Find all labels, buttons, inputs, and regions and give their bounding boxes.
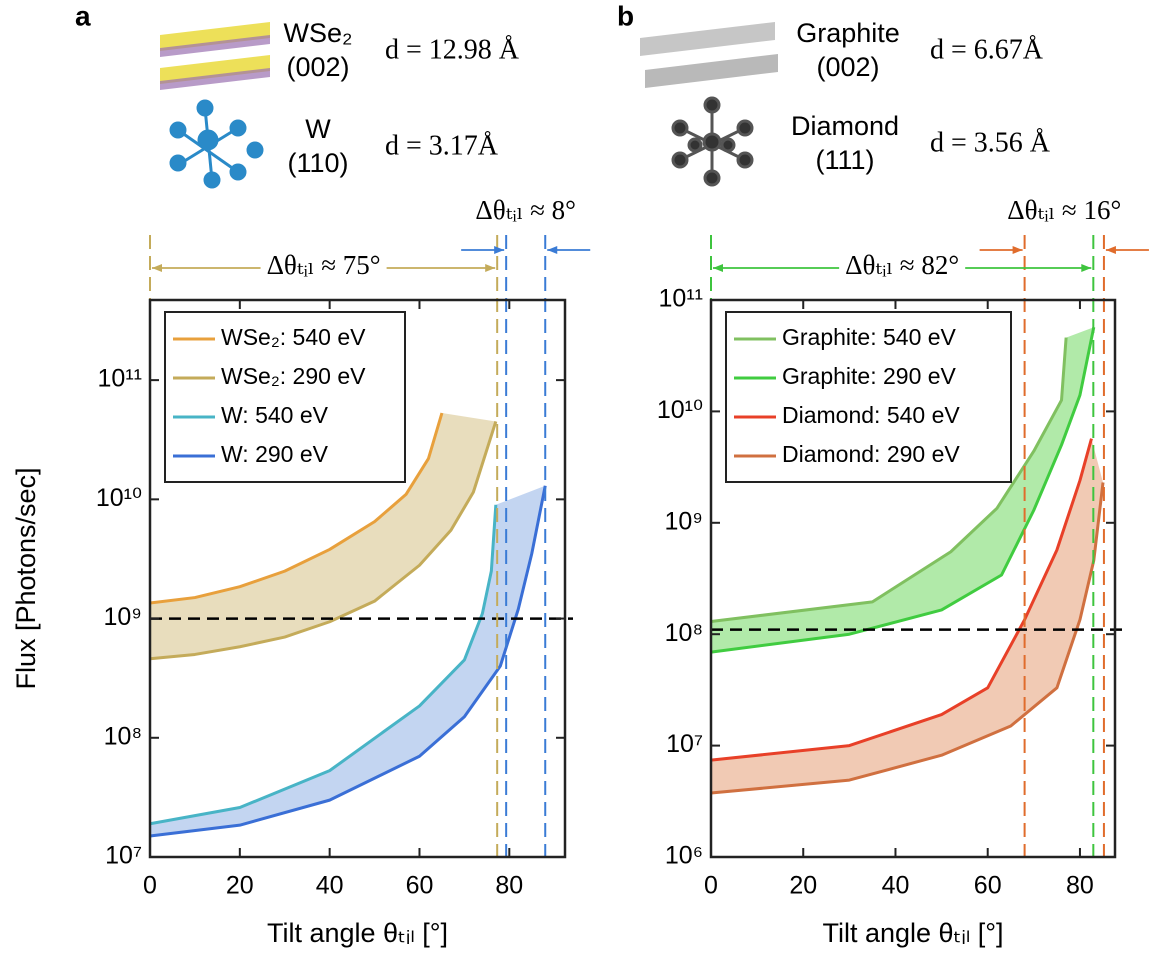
- y-tick-label: 10¹⁰: [96, 484, 142, 512]
- figure: a WSe₂ (002) d = 12.98 Å W (110) d = 3.17Å 10⁷ 1…: [0, 0, 1155, 960]
- material-name: WSe₂: [284, 18, 353, 48]
- legend-label: Diamond: 540 eV: [782, 402, 960, 428]
- diamond-illustration: [673, 98, 752, 185]
- material-name: Diamond: [791, 111, 899, 141]
- arrow-head: [1013, 246, 1023, 254]
- y-axis-label: Flux [Photons/sec]: [11, 467, 41, 689]
- d-spacing: d = 12.98 Å: [385, 34, 520, 65]
- y-tick-label: 10⁸: [104, 722, 142, 750]
- page: {"chart_data": [ {"type": "line", "panel…: [0, 0, 1155, 960]
- legend-label: Graphite: 290 eV: [782, 363, 957, 389]
- legend-label: W: 540 eV: [221, 402, 329, 428]
- arrow-head: [152, 264, 162, 272]
- x-tick-label: 0: [704, 872, 718, 900]
- y-tick-label: 10⁷: [666, 730, 703, 758]
- panel-label: b: [617, 0, 634, 31]
- arrow-head: [485, 264, 495, 272]
- panel-label: a: [75, 0, 91, 31]
- annotation-text: Δθₜᵢₗ ≈ 75°: [267, 250, 381, 280]
- arrow-head: [713, 264, 723, 272]
- y-tick-label: 10⁶: [665, 842, 703, 870]
- x-tick-label: 20: [789, 872, 817, 900]
- wse2-illustration: [160, 22, 270, 90]
- x-tick-label: 40: [316, 872, 344, 900]
- y-tick-label: 10¹⁰: [657, 396, 703, 424]
- y-tick-label: 10⁹: [664, 507, 703, 535]
- annotation-text: Δθₜᵢₗ ≈ 16°: [1007, 195, 1121, 225]
- annotation-text: Δθₜᵢₗ ≈ 8°: [475, 195, 576, 225]
- material-plane: (110): [287, 148, 348, 178]
- y-tick-label: 10¹¹: [659, 285, 703, 313]
- material-plane: (002): [286, 52, 349, 82]
- d-spacing: d = 3.17Å: [385, 130, 499, 161]
- material-name: W: [305, 114, 331, 144]
- arrow-head: [494, 246, 504, 254]
- y-tick-label: 10⁹: [103, 603, 142, 631]
- material-name: Graphite: [796, 18, 900, 48]
- legend-label: Graphite: 540 eV: [782, 324, 957, 350]
- arrow-head: [547, 246, 557, 254]
- x-tick-label: 60: [974, 872, 1002, 900]
- x-axis-label: Tilt angle θₜᵢₗ [°]: [267, 918, 448, 948]
- d-spacing: d = 3.56 Å: [930, 127, 1051, 158]
- material-plane: (002): [816, 52, 879, 82]
- y-tick-label: 10⁸: [665, 619, 703, 647]
- arrow-head: [1081, 264, 1091, 272]
- legend-label: WSe₂: 540 eV: [221, 324, 366, 350]
- x-tick-label: 60: [406, 872, 434, 900]
- y-tick-label: 10¹¹: [98, 365, 142, 393]
- material-plane: (111): [815, 145, 874, 175]
- x-axis-label: Tilt angle θₜᵢₗ [°]: [822, 918, 1003, 948]
- annotation-text: Δθₜᵢₗ ≈ 82°: [845, 250, 959, 280]
- x-tick-label: 40: [882, 872, 910, 900]
- legend-label: WSe₂: 290 eV: [221, 363, 366, 389]
- y-tick-label: 10⁷: [105, 842, 142, 870]
- x-tick-label: 80: [1066, 872, 1094, 900]
- graphite-illustration: [640, 22, 778, 88]
- x-tick-label: 20: [226, 872, 254, 900]
- arrow-head: [1106, 246, 1116, 254]
- x-tick-label: 0: [143, 872, 157, 900]
- x-tick-label: 80: [495, 872, 523, 900]
- legend-label: Diamond: 290 eV: [782, 441, 960, 467]
- w-illustration: [171, 101, 262, 187]
- d-spacing: d = 6.67Å: [930, 34, 1044, 65]
- legend-label: W: 290 eV: [221, 441, 329, 467]
